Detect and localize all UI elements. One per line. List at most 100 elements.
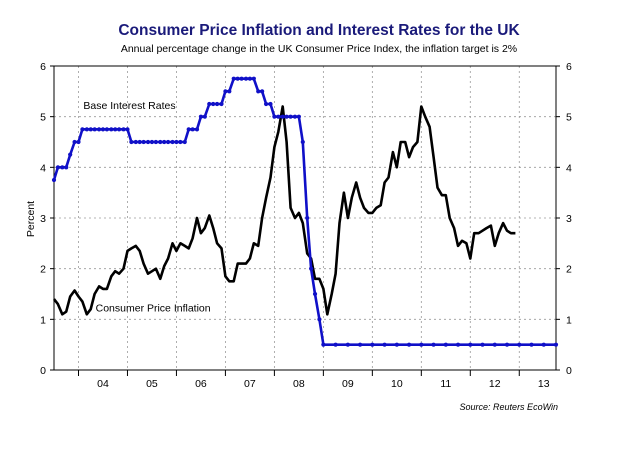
x-tick-label: 07	[244, 378, 256, 390]
base-interest-rates-point	[194, 127, 200, 132]
x-tick-label: 09	[342, 378, 354, 390]
base-interest-rates-point	[158, 139, 163, 145]
base-interest-rates-point	[256, 89, 261, 94]
base-interest-rates-point	[239, 76, 244, 81]
base-interest-rates-point	[125, 127, 130, 132]
base-interest-rates-point	[305, 215, 310, 221]
consumer-price-inflation-line	[52, 105, 516, 316]
y-tick-label-left: 3	[40, 213, 46, 225]
base-interest-rates-point	[64, 165, 69, 170]
x-tick-label: 04	[97, 378, 109, 390]
base-interest-rates-point	[133, 139, 138, 145]
base-interest-rates-point	[468, 342, 473, 347]
base-interest-rates-point	[243, 76, 249, 81]
base-interest-rates-point	[541, 342, 546, 347]
base-interest-rates-point	[300, 139, 305, 145]
base-interest-rates-point	[357, 342, 363, 347]
y-tick-label-right: 5	[566, 112, 572, 124]
base-interest-rates-point	[268, 101, 273, 107]
x-tick-label: 10	[391, 378, 403, 390]
base-interest-rates-point	[117, 127, 122, 132]
base-interest-rates-point	[431, 342, 436, 347]
base-interest-rates-point	[317, 317, 322, 322]
base-interest-rates-point	[219, 101, 224, 107]
base-interest-rates-point	[312, 291, 318, 297]
y-tick-label-left: 6	[40, 61, 46, 73]
x-tick-label: 13	[538, 378, 550, 390]
base-interest-rates-point	[121, 127, 126, 132]
base-interest-rates-point	[60, 165, 65, 170]
axis-ticks	[50, 65, 560, 376]
x-tick-label: 08	[293, 378, 305, 390]
base-interest-rates-point	[443, 342, 448, 347]
base-interest-rates-point	[170, 139, 175, 145]
base-interest-rates-point	[141, 139, 146, 145]
base-interest-rates-point	[174, 139, 179, 145]
y-tick-label-right: 0	[566, 365, 572, 377]
base-interest-rates-point	[455, 342, 461, 347]
base-interest-rates-point	[182, 139, 187, 145]
base-interest-rates-point	[211, 101, 216, 107]
y-tick-label-right: 1	[566, 314, 572, 326]
base-interest-rates-point	[153, 139, 158, 145]
y-tick-label-right: 4	[566, 162, 572, 174]
base-interest-rates-point	[137, 139, 142, 145]
base-interest-rates-point	[72, 139, 77, 145]
base-interest-rates-point	[345, 342, 350, 347]
base-interest-rates-point	[284, 114, 289, 119]
base-interest-rates-point	[178, 139, 183, 145]
x-tick-label: 12	[489, 378, 501, 390]
base-interest-rates-point	[145, 139, 151, 145]
y-tick-label-right: 3	[566, 213, 572, 225]
series-annotation: Base Interest Rates	[83, 100, 175, 112]
base-interest-rates-point	[227, 89, 232, 94]
y-tick-label-left: 5	[40, 112, 46, 124]
base-interest-rates-point	[406, 342, 412, 347]
base-interest-rates-point	[55, 165, 61, 170]
source-note: Source: Reuters EcoWin	[459, 402, 558, 412]
base-interest-rates-point	[80, 127, 85, 132]
base-interest-rates-point	[260, 89, 265, 94]
base-interest-rates-point	[88, 127, 93, 132]
y-tick-label-right: 2	[566, 264, 572, 276]
y-tick-label-left: 2	[40, 264, 46, 276]
chart-title: Consumer Price Inflation and Interest Ra…	[118, 22, 520, 39]
base-interest-rates-point	[382, 342, 387, 347]
base-interest-rates-point	[272, 114, 277, 119]
base-interest-rates-point	[162, 139, 167, 145]
base-interest-rates-point	[394, 342, 399, 347]
base-interest-rates-point	[51, 177, 57, 183]
base-interest-rates-point	[504, 342, 510, 347]
series-lines	[51, 76, 559, 347]
base-interest-rates-point	[76, 139, 81, 145]
base-interest-rates-point	[100, 127, 106, 132]
base-interest-rates-point	[321, 342, 326, 347]
base-interest-rates-point	[296, 114, 301, 119]
base-interest-rates-point	[113, 127, 118, 132]
base-interest-rates-point	[309, 266, 314, 271]
base-interest-rates-point	[84, 127, 89, 132]
base-interest-rates-point	[235, 76, 240, 81]
base-interest-rates-point	[492, 342, 497, 347]
base-interest-rates-point	[251, 76, 256, 81]
base-interest-rates-point	[370, 342, 375, 347]
base-interest-rates-point	[529, 342, 534, 347]
base-interest-rates-point	[333, 342, 338, 347]
y-axis-label: Percent	[25, 201, 37, 237]
base-interest-rates-point	[276, 114, 281, 119]
base-interest-rates-point	[92, 127, 97, 132]
x-tick-label: 05	[146, 378, 158, 390]
base-interest-rates-point	[517, 342, 522, 347]
y-tick-label-left: 0	[40, 365, 46, 377]
y-tick-label-left: 4	[40, 162, 46, 174]
x-tick-label: 11	[440, 378, 451, 390]
base-interest-rates-point	[263, 101, 269, 107]
base-interest-rates-point	[149, 139, 155, 145]
base-interest-rates-point	[231, 76, 236, 81]
base-interest-rates-point	[419, 342, 424, 347]
base-interest-rates-point	[288, 114, 293, 119]
base-interest-rates-point	[247, 76, 253, 81]
base-interest-rates-point	[280, 114, 285, 119]
